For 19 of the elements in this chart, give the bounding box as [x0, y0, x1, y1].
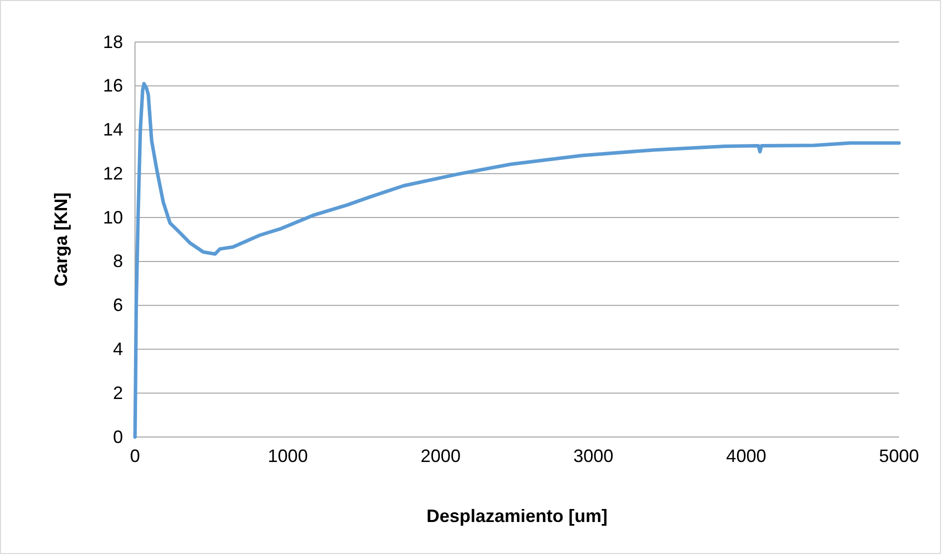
y-tick-label: 8 [112, 251, 123, 272]
x-tick-label: 4000 [726, 446, 766, 466]
y-axis-title: Carga [KN] [51, 192, 71, 287]
line-series [133, 82, 901, 439]
x-tick-label: 3000 [573, 446, 614, 466]
y-tick-label: 4 [112, 338, 123, 359]
y-tick-label: 0 [112, 426, 123, 447]
y-tick-label: 2 [112, 382, 123, 403]
y-tick-label: 10 [102, 207, 123, 228]
y-tick-label: 6 [112, 295, 123, 316]
x-axis-title: Desplazamiento [um] [426, 506, 608, 526]
y-tick-label: 16 [102, 76, 123, 96]
x-tick-label: 1000 [268, 446, 308, 466]
y-tick-label: 18 [102, 32, 123, 52]
x-tick-label: 0 [130, 446, 140, 466]
x-tick-label: 5000 [878, 446, 920, 466]
y-tick-label: 12 [102, 163, 123, 184]
x-tick-label: 2000 [420, 446, 461, 466]
y-tick-label: 14 [102, 120, 123, 140]
